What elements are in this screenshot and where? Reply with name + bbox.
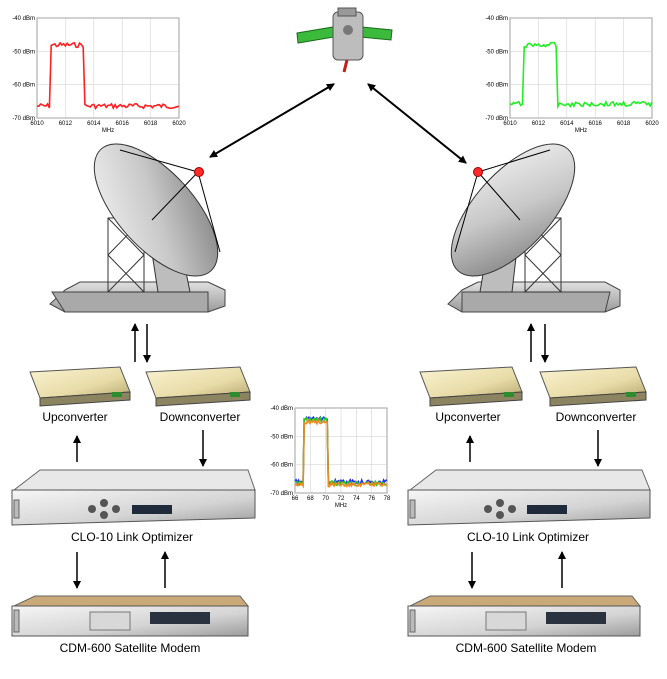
- y-tick-label: -60 dBm: [12, 83, 35, 89]
- spectrum-trace: [36, 41, 180, 111]
- upconverter-left-icon: [29, 366, 131, 407]
- spectrum-trace: [509, 41, 653, 110]
- x-tick-label: 6020: [172, 121, 186, 127]
- satellite-modem-left-label: CDM-600 Satellite Modem: [59, 641, 201, 655]
- dish-antenna-left-icon: [49, 143, 226, 313]
- link-optimizer-right-label: CLO-10 Link Optimizer: [466, 530, 590, 544]
- uplink-arrow-left: [209, 83, 335, 158]
- x-tick-label: 6010: [503, 121, 517, 127]
- y-tick-label: -50 dBm: [12, 49, 35, 55]
- plot-frame: [509, 17, 653, 119]
- y-tick-label: -60 dBm: [270, 463, 293, 469]
- spectrum-trace: [294, 416, 388, 489]
- downconverter-right-icon: [539, 366, 647, 407]
- link-optimizer-left-icon: [11, 469, 256, 526]
- satellite-icon: [296, 7, 393, 73]
- upconverter-right-label: Upconverter: [435, 410, 501, 424]
- satellite-modem-right-icon: [407, 595, 642, 637]
- x-tick-label: 6018: [144, 121, 158, 127]
- x-tick-label: 6012: [532, 121, 546, 127]
- y-tick-label: -70 dBm: [12, 116, 35, 122]
- y-tick-label: -50 dBm: [270, 434, 293, 440]
- x-axis-label: MHz: [335, 503, 347, 509]
- x-tick-label: 6014: [560, 121, 574, 127]
- downconverter-left-label: Downconverter: [159, 410, 241, 424]
- x-tick-label: 76: [368, 496, 375, 502]
- link-optimizer-left-label: CLO-10 Link Optimizer: [70, 530, 194, 544]
- y-tick-label: -70 dBm: [485, 116, 508, 122]
- y-tick-label: -40 dBm: [485, 16, 508, 22]
- x-tick-label: 6014: [87, 121, 101, 127]
- x-tick-label: 74: [353, 496, 360, 502]
- upconverter-right-icon: [419, 366, 523, 407]
- x-tick-label: 6016: [589, 121, 603, 127]
- x-tick-label: 66: [292, 496, 299, 502]
- uplink-arrow-right: [367, 83, 467, 164]
- x-axis-label: MHz: [102, 128, 114, 134]
- downconverter-left-icon: [145, 366, 251, 407]
- x-tick-label: 6012: [59, 121, 73, 127]
- x-tick-label: 6018: [617, 121, 631, 127]
- plot-frame: [36, 17, 180, 119]
- y-tick-label: -40 dBm: [270, 406, 293, 412]
- x-axis-label: MHz: [575, 128, 587, 134]
- y-tick-label: -70 dBm: [270, 491, 293, 497]
- y-tick-label: -50 dBm: [485, 49, 508, 55]
- x-tick-label: 72: [338, 496, 345, 502]
- x-tick-label: 6016: [116, 121, 130, 127]
- x-tick-label: 70: [322, 496, 329, 502]
- x-tick-label: 6020: [645, 121, 659, 127]
- dish-antenna-right-icon: [447, 143, 621, 313]
- y-tick-label: -60 dBm: [485, 83, 508, 89]
- satellite-modem-left-icon: [11, 595, 250, 637]
- downconverter-right-label: Downconverter: [555, 410, 637, 424]
- link-optimizer-right-icon: [407, 469, 651, 526]
- upconverter-left-label: Upconverter: [42, 410, 108, 424]
- y-tick-label: -40 dBm: [12, 16, 35, 22]
- x-tick-label: 6010: [30, 121, 44, 127]
- satellite-modem-right-label: CDM-600 Satellite Modem: [455, 641, 597, 655]
- x-tick-label: 68: [307, 496, 314, 502]
- x-tick-label: 78: [384, 496, 391, 502]
